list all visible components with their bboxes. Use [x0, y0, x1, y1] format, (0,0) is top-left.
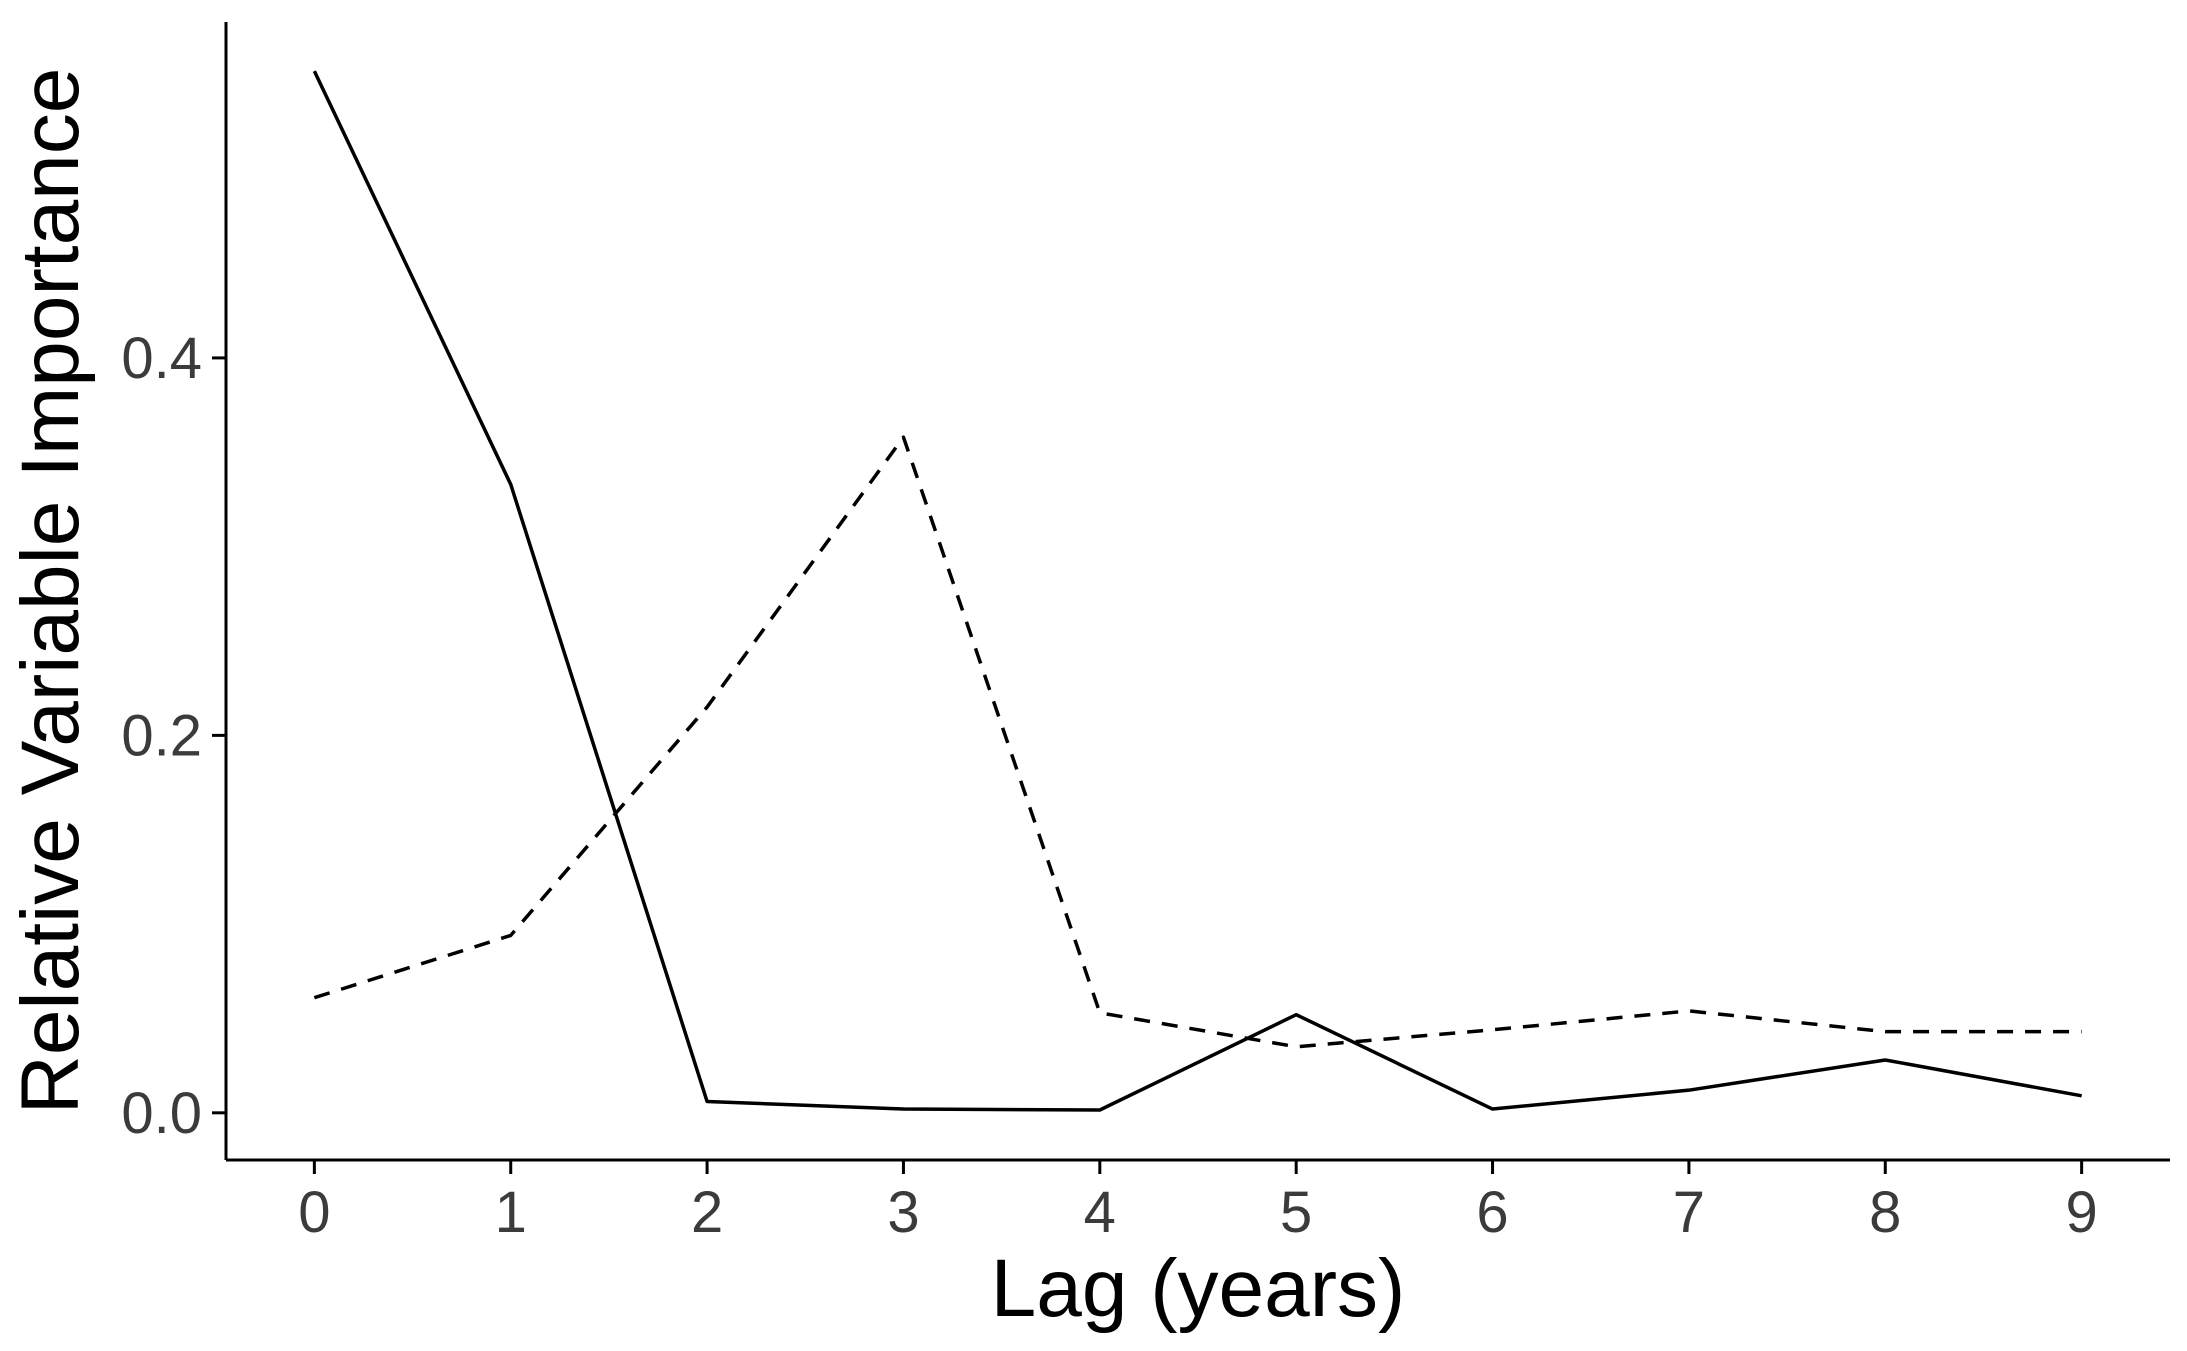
solid-series-line [312, 70, 2082, 1112]
y-axis-title: Relative Variable Importance [5, 68, 96, 1115]
x-tick-label: 4 [1084, 1180, 1116, 1245]
y-axis-ticks: 0.0 0.2 0.4 [121, 326, 226, 1146]
y-tick-label: 0.0 [121, 1081, 202, 1146]
x-tick-label: 1 [495, 1180, 527, 1245]
y-tick-label: 0.4 [121, 326, 202, 391]
x-axis-ticks: 0 1 2 3 4 5 6 7 8 9 [298, 1160, 2098, 1245]
x-tick-label: 5 [1280, 1180, 1312, 1245]
y-tick-label: 0.2 [121, 703, 202, 768]
dashed-series-line [313, 435, 2082, 1049]
x-tick-label: 9 [2066, 1180, 2098, 1245]
x-tick-label: 7 [1673, 1180, 1705, 1245]
x-axis-title: Lag (years) [991, 1243, 1406, 1334]
series-layer [312, 70, 2082, 1112]
x-tick-label: 8 [1869, 1180, 1901, 1245]
x-tick-label: 6 [1476, 1180, 1508, 1245]
x-tick-label: 3 [887, 1180, 919, 1245]
x-tick-label: 0 [298, 1180, 330, 1245]
x-tick-label: 2 [691, 1180, 723, 1245]
